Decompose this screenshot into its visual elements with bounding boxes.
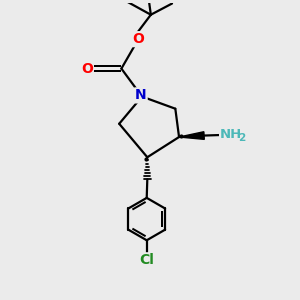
Text: 2: 2 bbox=[238, 134, 246, 143]
Text: O: O bbox=[81, 61, 93, 76]
Text: N: N bbox=[135, 88, 147, 102]
Text: O: O bbox=[132, 32, 144, 46]
Text: Cl: Cl bbox=[139, 253, 154, 267]
Text: NH: NH bbox=[220, 128, 242, 142]
Polygon shape bbox=[179, 132, 204, 140]
